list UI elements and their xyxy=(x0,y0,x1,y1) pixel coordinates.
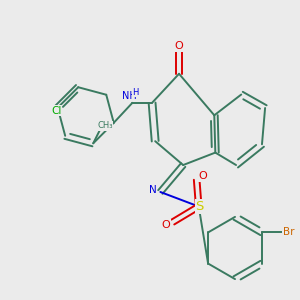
Text: S: S xyxy=(196,200,204,213)
Text: Br: Br xyxy=(283,227,294,237)
Text: O: O xyxy=(175,41,183,51)
Text: NH: NH xyxy=(122,91,136,101)
Text: O: O xyxy=(162,220,170,230)
Text: N: N xyxy=(149,185,157,195)
Text: O: O xyxy=(198,171,207,182)
Text: Cl: Cl xyxy=(51,106,62,116)
Text: CH₃: CH₃ xyxy=(98,121,113,130)
Text: H: H xyxy=(132,88,139,97)
